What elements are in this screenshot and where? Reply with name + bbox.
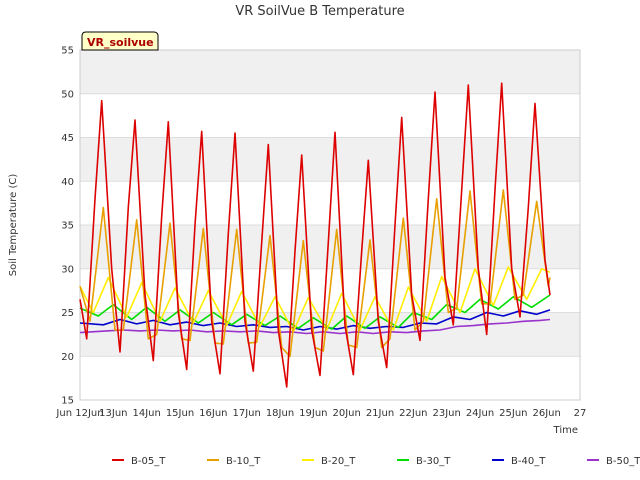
legend-label: B-40_T (511, 456, 546, 467)
plot-background-bands (80, 50, 580, 357)
x-tick-label: 17Jun (232, 408, 260, 419)
y-tick-label: 45 (61, 133, 74, 144)
y-tick-label: 15 (61, 396, 74, 407)
annotation-box-shape (81, 31, 159, 51)
legend-label: B-50_T (606, 456, 640, 467)
x-tick-label: Jun 12Jun (55, 408, 103, 419)
plot-band (80, 50, 580, 94)
legend-label: B-30_T (416, 456, 451, 467)
x-tick-label: 24Jun (466, 408, 494, 419)
y-tick-label: 30 (61, 264, 74, 275)
plot-border (79, 49, 581, 401)
x-tick-label: 22Jun (399, 408, 427, 419)
x-tick-label: 23Jun (432, 408, 460, 419)
y-tick-labels: 15 20 25 30 35 40 45 50 55 (61, 46, 74, 407)
legend: B-05_T B-10_T B-20_T B-30_T B-40_T B-50_T (112, 456, 640, 467)
legend-label: B-10_T (226, 456, 261, 467)
legend-label: B-05_T (131, 456, 166, 467)
x-tick-label: 15Jun (166, 408, 194, 419)
y-tick-label: 35 (61, 221, 74, 232)
x-tick-label: 18Jun (266, 408, 294, 419)
x-tick-label: 20Jun (332, 408, 360, 419)
x-tick-label: 26Jun (532, 408, 560, 419)
y-tick-label: 40 (61, 177, 74, 188)
series-line-b-05-t (79, 82, 551, 388)
y-tick-label: 25 (61, 308, 74, 319)
plot-band (80, 225, 580, 269)
x-tick-label: 21Jun (366, 408, 394, 419)
annotation-box: VR_soilvue (81, 31, 159, 51)
y-tick-label: 50 (61, 89, 74, 100)
x-tick-label: 13Jun (99, 408, 127, 419)
x-tick-label: 19Jun (299, 408, 327, 419)
x-tick-label: 25Jun (499, 408, 527, 419)
x-tick-label: 14Jun (132, 408, 160, 419)
y-tick-label: 55 (61, 46, 74, 57)
annotation-label: VR_soilvue (87, 36, 154, 49)
series-lines (79, 82, 551, 388)
y-axis-label: Soil Temperature (C) (8, 174, 19, 277)
x-tick-label: 27 (574, 408, 587, 419)
series-line-b-40-t (79, 309, 551, 331)
x-axis-label: Time (553, 425, 578, 436)
x-tick-label: 16Jun (199, 408, 227, 419)
legend-label: B-20_T (321, 456, 356, 467)
y-tick-label: 20 (61, 352, 74, 363)
chart-title: VR SoilVue B Temperature (235, 4, 404, 19)
